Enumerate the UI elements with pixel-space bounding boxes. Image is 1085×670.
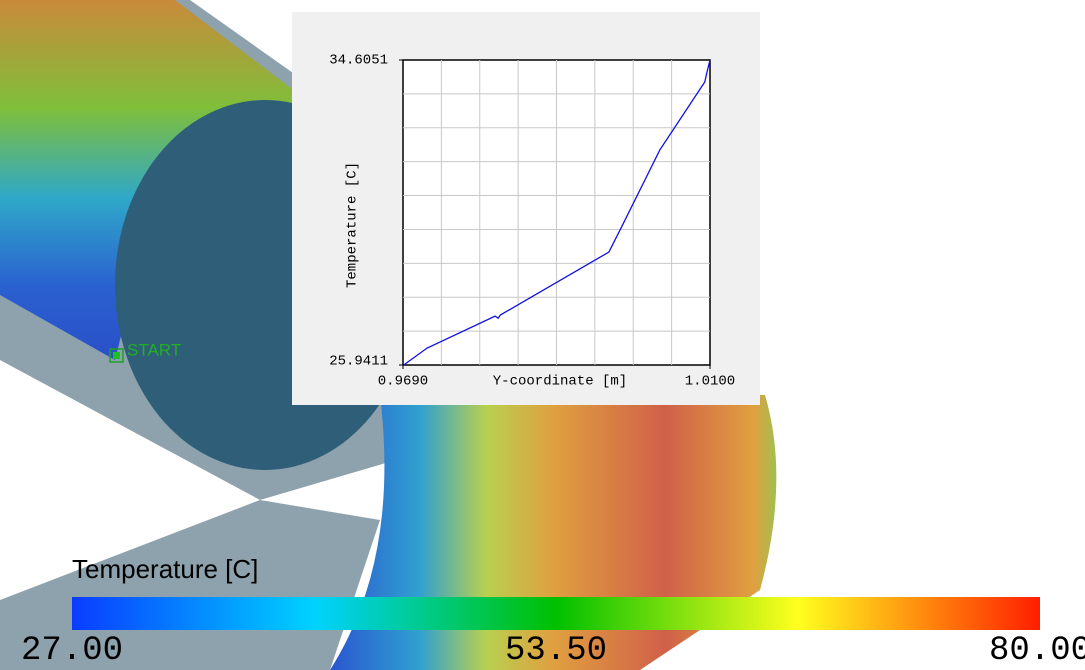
y-tick-label: 34.6051 — [329, 53, 388, 69]
probe-marker — [109, 348, 124, 363]
colorbar-tick-label: 27.00 — [21, 632, 123, 670]
x-tick-label: 1.0100 — [685, 374, 735, 390]
y-tick-label: 25.9411 — [329, 354, 388, 370]
data-line — [403, 59, 711, 366]
grid — [403, 60, 710, 365]
probe-marker-core — [113, 352, 120, 359]
colorbar-tick-label: 53.50 — [505, 632, 607, 670]
colorbar — [72, 597, 1040, 630]
x-tick-label: 0.9690 — [378, 374, 428, 390]
y-axis-label: Temperature [C] — [345, 162, 361, 288]
x-axis-label: Y-coordinate [m] — [493, 374, 627, 390]
probe-label: START — [127, 340, 181, 359]
colorbar-title: Temperature [C] — [72, 554, 258, 584]
colorbar-tick-label: 80.00 — [989, 632, 1085, 670]
probe: START — [109, 340, 181, 363]
